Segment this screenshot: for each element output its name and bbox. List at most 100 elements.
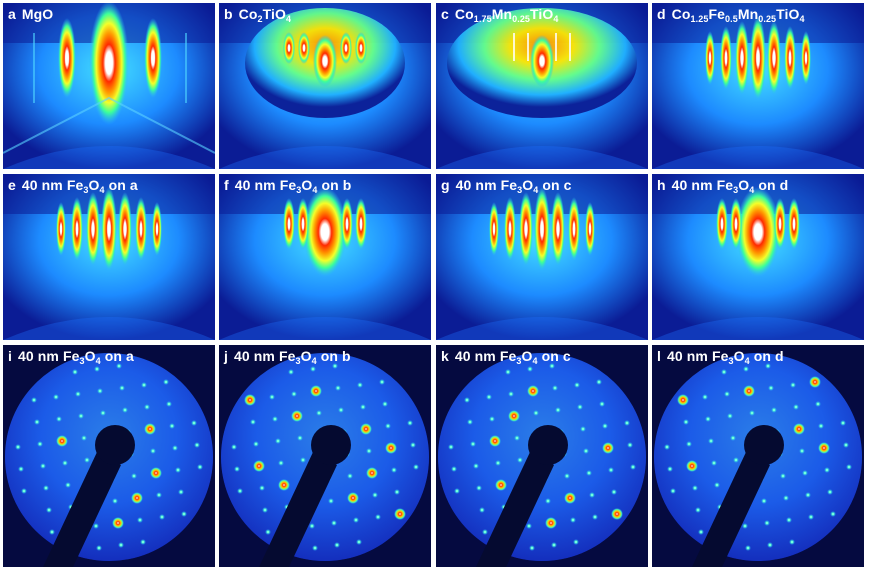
diffraction-spot xyxy=(727,413,733,419)
diffraction-spot xyxy=(379,379,385,385)
rheed-pattern-g xyxy=(436,174,648,340)
diffraction-streak xyxy=(788,198,800,250)
specular-spot xyxy=(313,35,337,87)
diffraction-spot xyxy=(505,369,511,375)
diffraction-spot xyxy=(46,507,52,513)
diffraction-spot xyxy=(602,423,608,429)
diffraction-spot xyxy=(269,394,275,400)
diffraction-spot xyxy=(141,382,147,388)
diffraction-spot xyxy=(551,542,557,548)
diffraction-spot xyxy=(692,485,698,491)
diffraction-spot xyxy=(608,467,614,473)
diffraction-spot xyxy=(300,457,306,463)
diffraction-spot xyxy=(394,508,406,520)
diffraction-spot xyxy=(62,460,68,466)
diffraction-spot xyxy=(802,470,808,476)
panel-g: g 40 nm Fe3O4 on c xyxy=(436,174,648,340)
diffraction-spot xyxy=(743,366,749,372)
diffraction-spot xyxy=(818,442,830,454)
diffraction-spot xyxy=(331,520,337,526)
diffraction-spot xyxy=(508,410,520,422)
diffraction-spot xyxy=(686,441,692,447)
diffraction-spot xyxy=(262,507,268,513)
diffraction-spot xyxy=(407,420,413,426)
diffraction-streak xyxy=(504,197,516,261)
diffraction-spot xyxy=(375,514,381,520)
diffraction-spot xyxy=(15,444,21,450)
diffraction-spot xyxy=(495,479,507,491)
panel-l: l 40 nm Fe3O4 on d xyxy=(652,345,864,567)
panel-d: d Co1.25Fe0.5Mn0.25TiO4 xyxy=(652,3,864,169)
diffraction-streak xyxy=(118,192,132,266)
diffraction-spot xyxy=(394,489,400,495)
diffraction-spot xyxy=(743,385,755,397)
electron-gun-arm xyxy=(43,450,121,567)
diffraction-streak xyxy=(519,192,533,266)
diffraction-spot xyxy=(495,460,501,466)
diffraction-spot xyxy=(119,385,125,391)
diffraction-spot xyxy=(508,391,514,397)
diffraction-spot xyxy=(93,523,99,529)
diffraction-spot xyxy=(573,539,579,545)
rheed-pattern-e xyxy=(3,174,215,340)
electron-gun xyxy=(744,425,784,465)
diffraction-streak xyxy=(585,202,595,256)
shadow-edge xyxy=(652,146,864,169)
panel-c: c Co1.75Mn0.25TiO4 xyxy=(436,3,648,169)
specular-streak xyxy=(89,3,129,125)
electron-gun xyxy=(311,425,351,465)
diffraction-spot xyxy=(175,467,181,473)
diffraction-spot xyxy=(310,366,316,372)
diffraction-spot xyxy=(711,460,717,466)
diffraction-spot xyxy=(288,369,294,375)
diffraction-spot xyxy=(843,442,849,448)
diffraction-spot xyxy=(347,473,353,479)
diffraction-spot xyxy=(237,488,243,494)
diffraction-streak xyxy=(568,197,580,261)
diffraction-spot xyxy=(702,394,708,400)
diffraction-streak xyxy=(767,21,781,95)
diffraction-streak xyxy=(135,197,147,261)
diffraction-spot xyxy=(353,517,359,523)
diffraction-spot xyxy=(780,473,786,479)
diffraction-spot xyxy=(667,466,673,472)
diffraction-streak xyxy=(355,198,367,250)
shadow-edge xyxy=(436,317,648,340)
diffraction-spot xyxy=(18,466,24,472)
diffraction-spot xyxy=(545,517,557,529)
diffraction-streak xyxy=(341,198,353,250)
diffraction-spot xyxy=(94,366,100,372)
diffraction-streak xyxy=(534,187,550,271)
diffraction-spot xyxy=(767,542,773,548)
diffraction-spot xyxy=(627,442,633,448)
panel-label-j: j 40 nm Fe3O4 on b xyxy=(224,348,351,366)
panel-label-g: g 40 nm Fe3O4 on c xyxy=(441,177,572,195)
diffraction-spot xyxy=(366,448,372,454)
diffraction-spot xyxy=(250,419,256,425)
shadow-edge xyxy=(219,146,431,169)
diffraction-spot xyxy=(297,435,303,441)
diffraction-spot xyxy=(131,492,143,504)
diffraction-streak xyxy=(71,197,83,261)
diffraction-spot xyxy=(72,369,78,375)
diffraction-spot xyxy=(733,457,739,463)
faint-streak xyxy=(185,33,187,103)
diffraction-streak xyxy=(58,18,76,98)
diffraction-spot xyxy=(730,435,736,441)
diffraction-spot xyxy=(43,485,49,491)
diffraction-spot xyxy=(78,413,84,419)
diffraction-spot xyxy=(163,379,169,385)
diffraction-spot xyxy=(708,438,714,444)
diffraction-spot xyxy=(664,444,670,450)
diffraction-spot xyxy=(356,539,362,545)
diffraction-streak xyxy=(750,16,766,100)
diffraction-spot xyxy=(122,407,128,413)
diffraction-spot xyxy=(564,473,570,479)
diffraction-spot xyxy=(253,441,259,447)
diffraction-streak xyxy=(705,31,715,85)
rheed-pattern-d xyxy=(652,3,864,169)
diffraction-spot xyxy=(253,460,265,472)
diffraction-streak xyxy=(297,198,309,250)
diffraction-spot xyxy=(410,442,416,448)
diffraction-spot xyxy=(316,410,322,416)
